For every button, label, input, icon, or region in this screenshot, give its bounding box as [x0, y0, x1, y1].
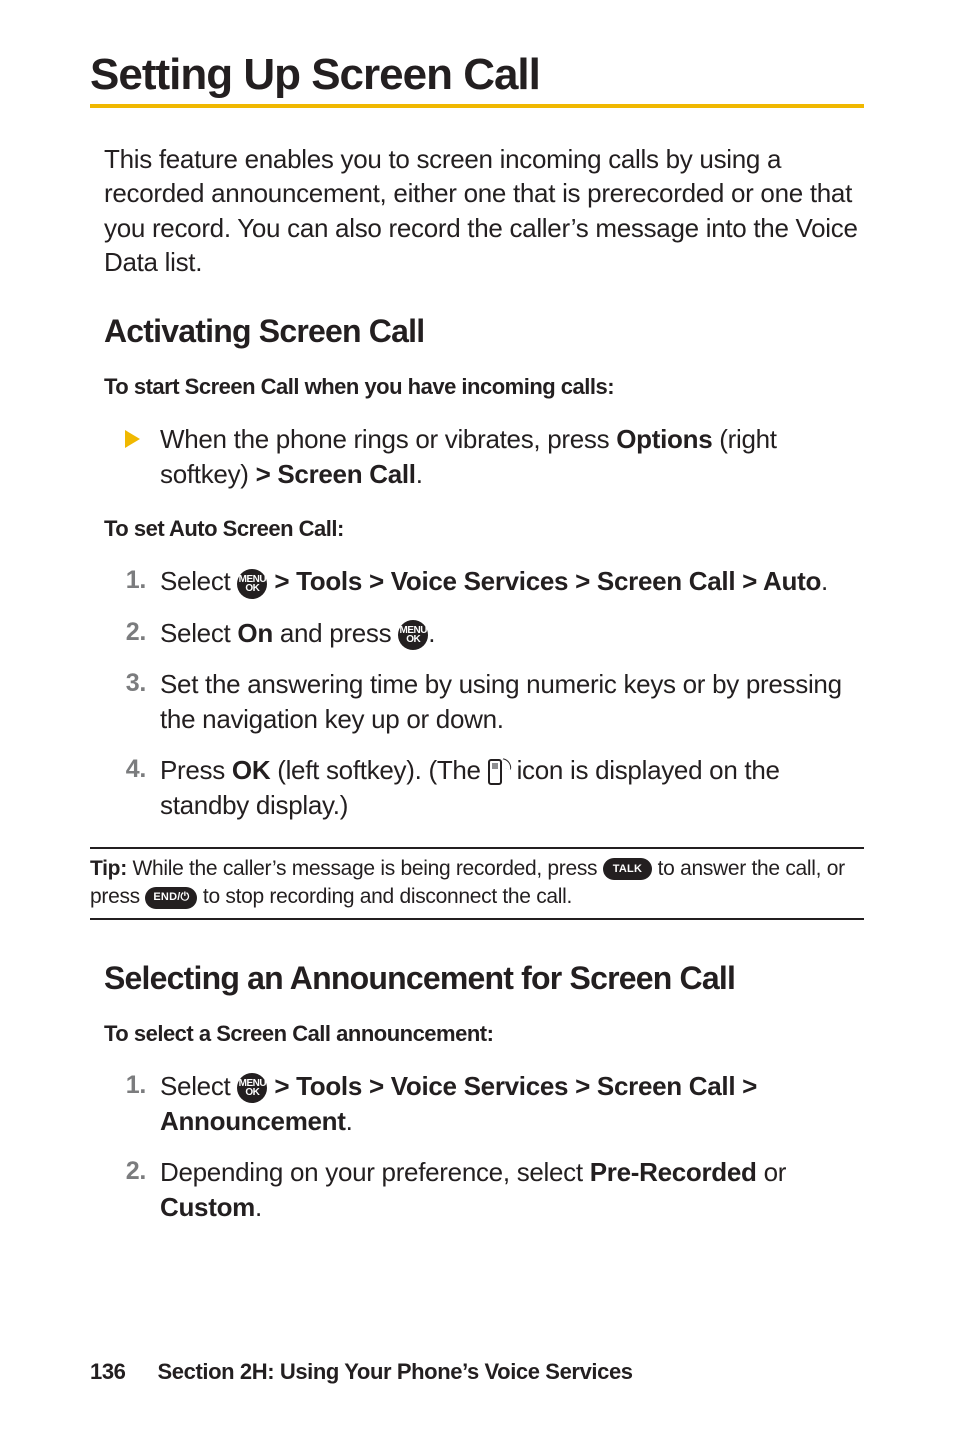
- power-icon: ⏻: [180, 892, 189, 903]
- bold-custom: Custom: [160, 1192, 255, 1222]
- list-item-body: Select MENUOK > Tools > Voice Services >…: [160, 564, 864, 599]
- page-footer: 136 Section 2H: Using Your Phone’s Voice …: [90, 1359, 633, 1385]
- bold-path: > Screen Call: [256, 459, 416, 489]
- lead-select-announcement: To select a Screen Call announcement:: [104, 1021, 864, 1047]
- text-run: Select: [160, 566, 237, 596]
- list-item: 3. Set the answering time by using numer…: [104, 667, 864, 737]
- list-item: 4. Press OK (left softkey). (The icon is…: [104, 753, 864, 823]
- lead-set-auto: To set Auto Screen Call:: [104, 516, 864, 542]
- page-title: Setting Up Screen Call: [90, 50, 864, 100]
- text-run: Press: [160, 755, 232, 785]
- bold-path: > Tools > Voice Services > Screen Call >…: [267, 566, 821, 596]
- menu-ok-icon: MENUOK: [398, 620, 428, 650]
- bold-pre-recorded: Pre-Recorded: [590, 1157, 757, 1187]
- text-run: Select: [160, 1071, 237, 1101]
- list-item-body: Depending on your preference, select Pre…: [160, 1155, 864, 1225]
- text-run: (left softkey). (The: [270, 755, 487, 785]
- pill-label: END/: [153, 892, 180, 903]
- phone-wave-icon: [488, 759, 510, 785]
- list-item: 1. Select MENUOK > Tools > Voice Service…: [104, 1069, 864, 1139]
- menu-ok-icon: MENUOK: [237, 1073, 267, 1103]
- triangle-bullet-icon: [104, 422, 160, 448]
- list-item: 2. Depending on your preference, select …: [104, 1155, 864, 1225]
- intro-paragraph: This feature enables you to screen incom…: [104, 142, 864, 279]
- step-number: 2.: [104, 616, 160, 650]
- list-item-body: Press OK (left softkey). (The icon is di…: [160, 753, 864, 823]
- pill-label-bot: OK: [245, 1087, 259, 1098]
- step-number: 1.: [104, 1069, 160, 1103]
- numbered-list-auto: 1. Select MENUOK > Tools > Voice Service…: [104, 564, 864, 823]
- bold-ok: OK: [232, 755, 270, 785]
- step-number: 1.: [104, 564, 160, 598]
- section-heading-selecting: Selecting an Announcement for Screen Cal…: [104, 960, 864, 997]
- lead-start-screen-call: To start Screen Call when you have incom…: [104, 374, 864, 400]
- pill-label-bot: OK: [245, 583, 259, 594]
- text-run: When the phone rings or vibrates, press: [160, 424, 616, 454]
- step-number: 2.: [104, 1155, 160, 1189]
- numbered-list-announcement: 1. Select MENUOK > Tools > Voice Service…: [104, 1069, 864, 1225]
- text-run: or: [757, 1157, 786, 1187]
- text-run: .: [821, 566, 828, 596]
- menu-ok-icon: MENUOK: [237, 569, 267, 599]
- text-run: Select: [160, 618, 237, 648]
- text-run: .: [346, 1106, 353, 1136]
- text-run: .: [416, 459, 423, 489]
- list-item: 2. Select On and press MENUOK.: [104, 616, 864, 651]
- end-icon: END/⏻: [145, 887, 197, 909]
- text-run: Depending on your preference, select: [160, 1157, 590, 1187]
- page-number: 136: [90, 1359, 126, 1384]
- text-run: .: [255, 1192, 262, 1222]
- list-item-body: Select On and press MENUOK.: [160, 616, 864, 651]
- list-item-body: Select MENUOK > Tools > Voice Services >…: [160, 1069, 864, 1139]
- list-item-body: When the phone rings or vibrates, press …: [160, 422, 864, 492]
- bold-on: On: [237, 618, 273, 648]
- text-run: to stop recording and disconnect the cal…: [197, 885, 572, 908]
- bold-options: Options: [616, 424, 712, 454]
- title-underline: [90, 104, 864, 108]
- tip-block: Tip: While the caller’s message is being…: [90, 847, 864, 920]
- pill-label-bot: OK: [406, 634, 420, 645]
- tip-label: Tip:: [90, 857, 127, 880]
- list-item-body: Set the answering time by using numeric …: [160, 667, 864, 737]
- list-item: When the phone rings or vibrates, press …: [104, 422, 864, 492]
- text-run: and press: [273, 618, 398, 648]
- text-run: .: [428, 618, 435, 648]
- list-item: 1. Select MENUOK > Tools > Voice Service…: [104, 564, 864, 599]
- talk-icon: TALK: [603, 858, 652, 880]
- step-number: 4.: [104, 753, 160, 787]
- text-run: While the caller’s message is being reco…: [127, 857, 603, 880]
- bullet-list: When the phone rings or vibrates, press …: [104, 422, 864, 492]
- section-heading-activating: Activating Screen Call: [104, 313, 864, 350]
- step-number: 3.: [104, 667, 160, 701]
- footer-section: Section 2H: Using Your Phone’s Voice Ser…: [158, 1359, 633, 1384]
